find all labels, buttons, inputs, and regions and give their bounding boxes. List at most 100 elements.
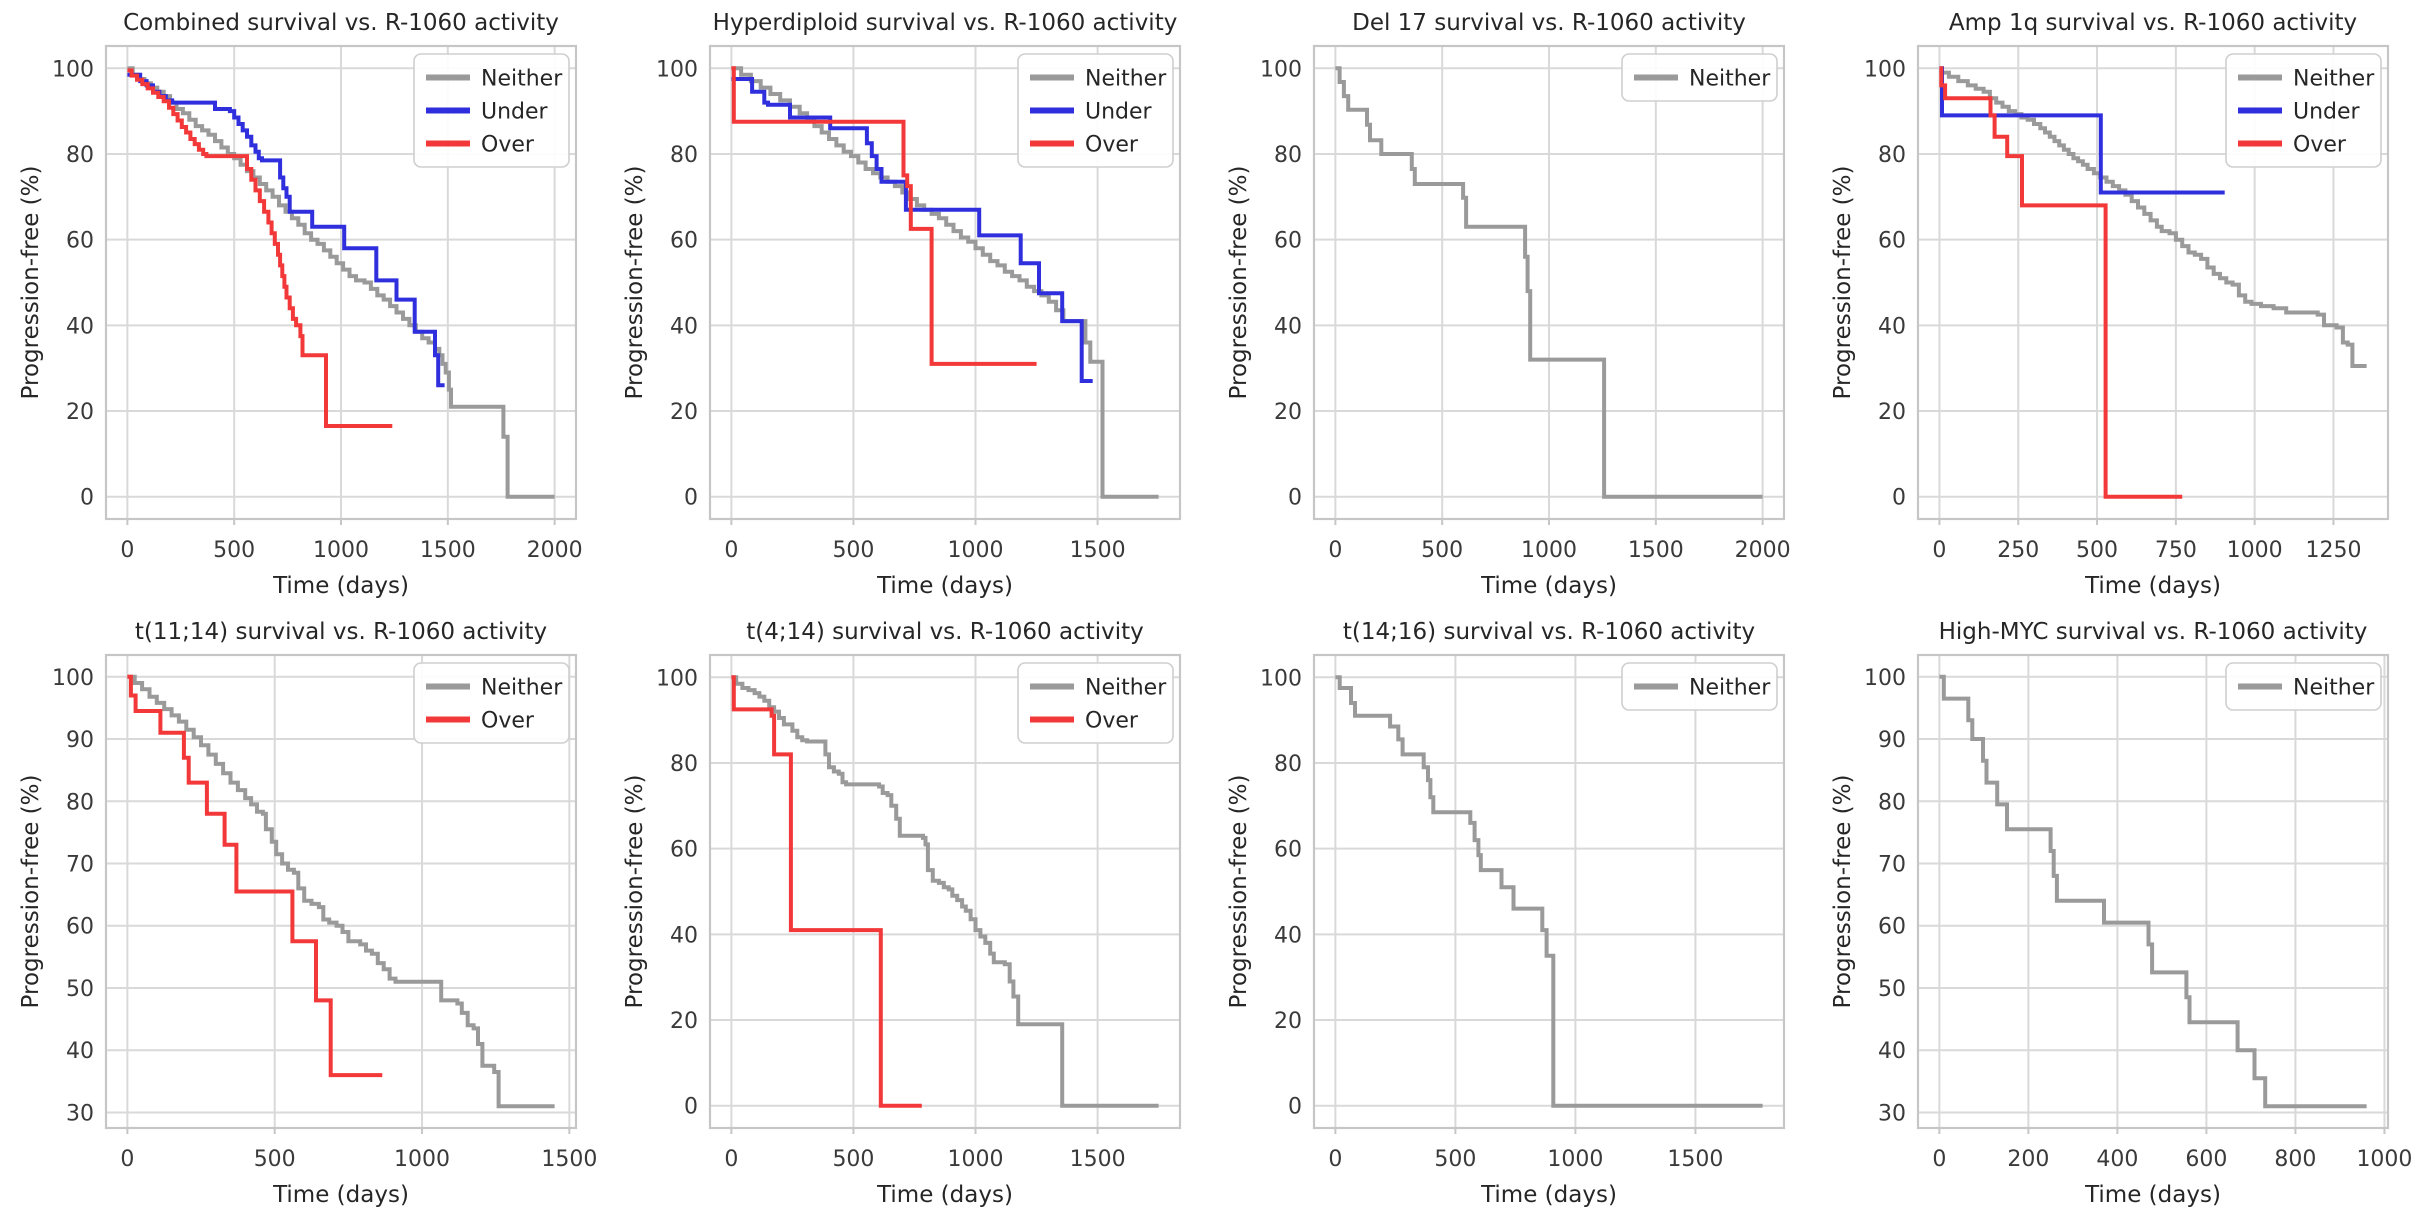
y-tick-label: 60: [670, 229, 698, 254]
y-tick-label: 20: [66, 400, 94, 425]
legend: Neither Under Over: [413, 53, 570, 168]
y-tick-label: 60: [670, 838, 698, 863]
y-tick-label: 60: [1274, 838, 1302, 863]
x-tick-label: 0: [120, 538, 134, 563]
x-tick-label: 2000: [527, 538, 583, 563]
y-tick-label: 40: [670, 314, 698, 339]
x-tick-label: 2000: [1735, 538, 1791, 563]
y-tick-label: 30: [1878, 1101, 1906, 1126]
y-tick-label: 0: [684, 486, 698, 511]
y-tick-label: 80: [1878, 143, 1906, 168]
y-tick-label: 100: [656, 57, 698, 82]
legend: Neither: [1621, 53, 1778, 102]
y-tick-label: 60: [66, 229, 94, 254]
x-tick-label: 800: [2274, 1147, 2316, 1172]
chart-title: t(14;16) survival vs. R-1060 activity: [1343, 619, 1755, 645]
y-tick-label: 100: [656, 666, 698, 691]
x-axis-label: Time (days): [1480, 573, 1617, 599]
survival-curve-neither: [1335, 66, 1763, 499]
x-tick-label: 1500: [1628, 538, 1684, 563]
axes-border: [1312, 653, 1786, 1130]
legend: Neither Over: [413, 662, 570, 744]
legend-label-over: Over: [1085, 133, 1139, 158]
x-tick-label: 1500: [541, 1147, 597, 1172]
legend: Neither Under Over: [2225, 53, 2382, 168]
survival-curve-over: [731, 675, 922, 1108]
x-axis-label: Time (days): [2084, 573, 2221, 599]
axes-border: [708, 44, 1182, 521]
legend-label-under: Under: [481, 100, 549, 125]
survival-curve-over: [731, 66, 1037, 366]
y-tick-label: 100: [1260, 666, 1302, 691]
chart-cell-6: 0 500 1000 1500 0 20 40 60 80 100 t(14;16) surviva…: [1208, 609, 1812, 1218]
y-tick-label: 0: [80, 486, 94, 511]
chart-svg-3: 0 250 500 750 1000 1250 0 20 40 60 80 100 Amp 1q sur…: [1812, 0, 2416, 609]
legend-box: [1017, 662, 1174, 744]
chart-cell-7: 0 200 400 600 800 1000 30 40 50 60 70 80 90 100 High-M…: [1812, 609, 2416, 1218]
x-tick-label: 200: [2007, 1147, 2049, 1172]
y-tick-label: 40: [66, 314, 94, 339]
y-tick-label: 80: [1274, 752, 1302, 777]
y-tick-label: 20: [1878, 400, 1906, 425]
y-axis-label: Progression-free (%): [1226, 775, 1252, 1009]
y-tick-label: 40: [1878, 314, 1906, 339]
legend-label-neither: Neither: [481, 676, 563, 701]
y-tick-label: 60: [1878, 229, 1906, 254]
x-tick-label: 500: [832, 538, 874, 563]
chart-title: Del 17 survival vs. R-1060 activity: [1352, 10, 1746, 36]
y-tick-label: 80: [66, 790, 94, 815]
chart-svg-1: 0 500 1000 1500 0 20 40 60 80 100 Hyperdiploid sur…: [604, 0, 1208, 609]
y-tick-label: 20: [1274, 1009, 1302, 1034]
y-tick-label: 80: [670, 752, 698, 777]
survival-curve-neither: [127, 66, 555, 499]
x-tick-label: 750: [2155, 538, 2197, 563]
x-tick-label: 0: [1932, 538, 1946, 563]
x-tick-label: 500: [254, 1147, 296, 1172]
survival-curve-under: [731, 77, 1093, 383]
x-tick-label: 1000: [1547, 1147, 1603, 1172]
axes-border: [1312, 44, 1786, 521]
legend-label-over: Over: [1085, 709, 1139, 734]
x-axis-label: Time (days): [876, 573, 1013, 599]
legend-label-over: Over: [481, 133, 535, 158]
legend-label-neither: Neither: [1689, 67, 1771, 92]
x-tick-label: 1000: [948, 1147, 1004, 1172]
legend-label-over: Over: [2293, 133, 2347, 158]
legend-label-under: Under: [1085, 100, 1153, 125]
x-tick-label: 0: [1328, 1147, 1342, 1172]
y-tick-label: 50: [1878, 977, 1906, 1002]
chart-svg-4: 0 500 1000 1500 30 40 50 60 70 80 90 100 t(11;14) su…: [0, 609, 604, 1218]
y-tick-label: 90: [1878, 728, 1906, 753]
survival-curve-neither: [1939, 674, 2367, 1109]
x-tick-label: 1500: [1667, 1147, 1723, 1172]
y-axis-label: Progression-free (%): [622, 166, 648, 400]
x-tick-label: 0: [1328, 538, 1342, 563]
y-tick-label: 100: [52, 57, 94, 82]
y-tick-label: 40: [1274, 314, 1302, 339]
legend-label-neither: Neither: [1085, 67, 1167, 92]
y-tick-label: 40: [66, 1039, 94, 1064]
legend: Neither: [1621, 662, 1778, 711]
axes-border: [1916, 653, 2390, 1130]
y-tick-label: 80: [66, 143, 94, 168]
y-axis-label: Progression-free (%): [18, 775, 44, 1009]
x-tick-label: 600: [2185, 1147, 2227, 1172]
survival-curve-neither: [1335, 675, 1763, 1108]
x-tick-label: 1000: [1521, 538, 1577, 563]
y-tick-label: 0: [1288, 486, 1302, 511]
x-tick-label: 500: [213, 538, 255, 563]
x-tick-label: 0: [724, 1147, 738, 1172]
x-axis-label: Time (days): [876, 1182, 1013, 1208]
chart-title: High-MYC survival vs. R-1060 activity: [1939, 619, 2368, 645]
chart-title: Combined survival vs. R-1060 activity: [123, 10, 559, 36]
legend-label-neither: Neither: [2293, 67, 2375, 92]
x-tick-label: 1250: [2305, 538, 2361, 563]
legend-box: [413, 662, 570, 744]
x-axis-label: Time (days): [1480, 1182, 1617, 1208]
chart-svg-6: 0 500 1000 1500 0 20 40 60 80 100 t(14;16) surviva…: [1208, 609, 1812, 1218]
y-tick-label: 0: [1288, 1095, 1302, 1120]
x-tick-label: 1000: [2356, 1147, 2412, 1172]
y-tick-label: 90: [66, 728, 94, 753]
axes-border: [708, 653, 1182, 1130]
legend: Neither Over: [1017, 662, 1174, 744]
